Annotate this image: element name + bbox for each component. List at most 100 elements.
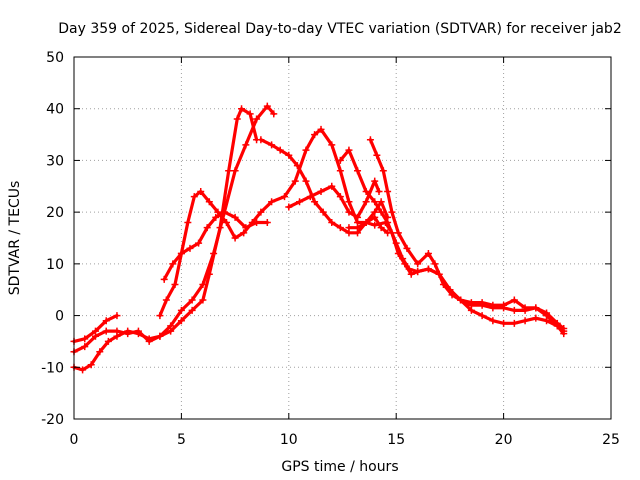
- data-point: [102, 327, 110, 335]
- data-point: [388, 208, 396, 216]
- data-point: [521, 304, 529, 312]
- data-point: [532, 304, 540, 312]
- data-point: [439, 281, 447, 289]
- data-point: [291, 177, 299, 185]
- y-axis-label: SDTVAR / TECUs: [7, 181, 23, 296]
- series-line: [347, 220, 566, 333]
- data-point: [257, 208, 265, 216]
- data-point: [306, 193, 314, 201]
- data-point: [276, 146, 284, 154]
- series-line: [158, 127, 390, 318]
- data-point: [405, 265, 413, 273]
- data-point: [188, 306, 196, 314]
- data-point: [231, 234, 239, 242]
- data-point: [268, 141, 276, 149]
- data-point: [214, 208, 222, 216]
- data-point: [371, 177, 379, 185]
- data-point: [345, 198, 353, 206]
- data-point: [366, 136, 374, 144]
- data-point: [532, 314, 540, 322]
- series-line: [368, 138, 566, 331]
- data-point: [448, 291, 456, 299]
- data-point: [253, 115, 261, 123]
- data-point: [246, 110, 254, 118]
- data-point: [160, 275, 168, 283]
- y-tick-label: -10: [41, 360, 64, 376]
- y-tick-label: 40: [46, 102, 64, 118]
- data-point: [231, 167, 239, 175]
- data-point: [345, 146, 353, 154]
- data-point: [102, 317, 110, 325]
- data-point: [336, 224, 344, 232]
- data-point: [384, 218, 392, 226]
- data-point: [311, 131, 319, 139]
- data-point: [354, 213, 362, 221]
- axis-tick-labels: 0 5 10 15 20 25 -20 -10 0 10 20 30 40 50: [41, 50, 620, 448]
- data-point: [311, 198, 319, 206]
- data-point: [285, 151, 293, 159]
- data-point: [177, 250, 185, 258]
- data-point: [302, 146, 310, 154]
- data-point: [162, 296, 170, 304]
- series-track-8: [345, 218, 568, 335]
- data-point: [203, 224, 211, 232]
- data-point: [113, 332, 121, 340]
- data-point: [377, 208, 385, 216]
- data-point: [199, 296, 207, 304]
- series-line: [259, 138, 390, 235]
- data-point: [403, 244, 411, 252]
- data-point: [362, 198, 370, 206]
- axis-ticks: [73, 56, 612, 420]
- data-point: [242, 141, 250, 149]
- data-point: [113, 312, 121, 320]
- data-point: [190, 193, 198, 201]
- data-point: [377, 198, 385, 206]
- data-point: [240, 229, 248, 237]
- y-tick-label: 30: [46, 153, 64, 169]
- x-tick-label: 20: [495, 432, 513, 448]
- x-tick-label: 5: [177, 432, 186, 448]
- data-point: [223, 218, 231, 226]
- data-point: [216, 224, 224, 232]
- data-point: [373, 151, 381, 159]
- data-point: [392, 239, 400, 247]
- series-line: [338, 148, 566, 336]
- data-point: [195, 239, 203, 247]
- y-tick-label: -20: [41, 412, 64, 428]
- data-point: [91, 327, 99, 335]
- x-tick-label: 0: [70, 432, 79, 448]
- data-point: [362, 218, 370, 226]
- data-point: [145, 335, 153, 343]
- data-point: [205, 198, 213, 206]
- data-point: [336, 167, 344, 175]
- data-point: [238, 105, 246, 113]
- y-tick-label: 20: [46, 205, 64, 221]
- data-point: [233, 115, 241, 123]
- grid-lines: [74, 57, 611, 419]
- data-point: [81, 343, 89, 351]
- y-tick-label: 0: [55, 309, 64, 325]
- series-track-5: [156, 125, 392, 320]
- data-point: [285, 203, 293, 211]
- data-point: [371, 221, 379, 229]
- data-point: [257, 136, 265, 144]
- data-point: [134, 330, 142, 338]
- series-line: [72, 104, 276, 354]
- data-point: [407, 270, 415, 278]
- data-point: [414, 268, 422, 276]
- series-track-10: [366, 136, 568, 332]
- data-point: [489, 301, 497, 309]
- data-point: [336, 193, 344, 201]
- x-tick-label: 25: [602, 432, 620, 448]
- chart-title: Day 359 of 2025, Sidereal Day-to-day VTE…: [58, 21, 621, 37]
- data-point: [281, 193, 289, 201]
- data-point: [424, 250, 432, 258]
- data-point: [345, 208, 353, 216]
- data-point: [177, 317, 185, 325]
- data-point: [186, 244, 194, 252]
- data-series-layer: [70, 102, 568, 374]
- data-point: [177, 306, 185, 314]
- series-track-7: [285, 177, 383, 221]
- data-point: [560, 325, 568, 332]
